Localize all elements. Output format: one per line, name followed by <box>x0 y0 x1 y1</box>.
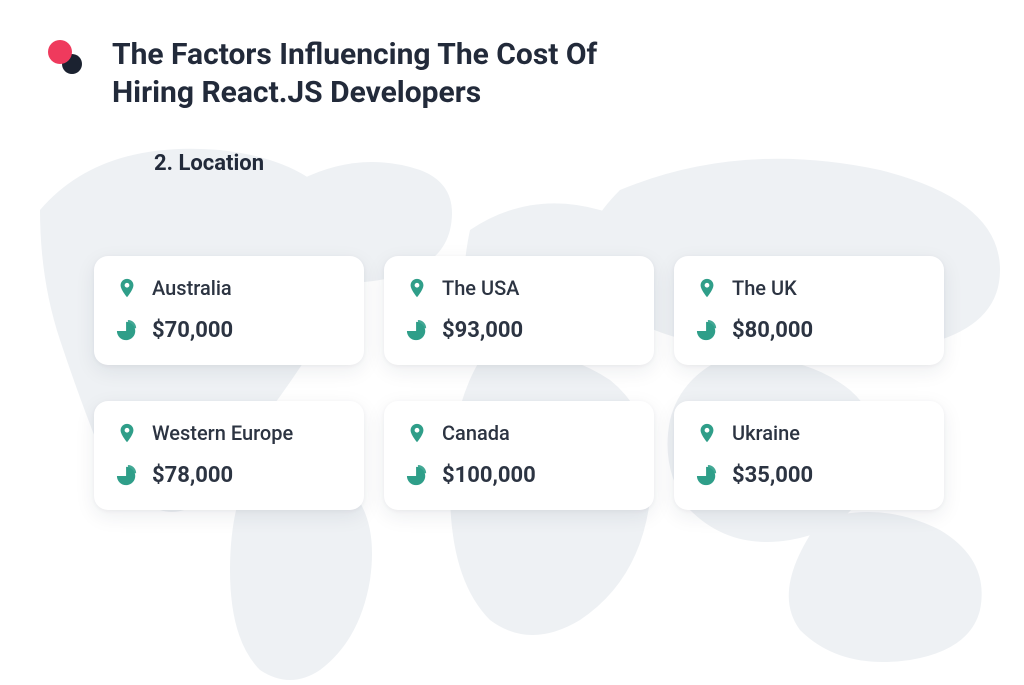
section-subtitle: 2. Location <box>154 151 970 176</box>
card-location-label: Australia <box>152 276 232 300</box>
logo-dot-front-icon <box>48 40 72 64</box>
logo-mark <box>48 40 82 74</box>
card-salary-value: $100,000 <box>442 463 536 488</box>
card-salary-row: $35,000 <box>696 463 922 488</box>
card-australia: Australia $70,000 <box>94 256 364 365</box>
card-salary-value: $70,000 <box>152 318 233 343</box>
pie-chart-icon <box>406 320 428 342</box>
card-salary-row: $93,000 <box>406 318 632 343</box>
page-title-line1: The Factors Influencing The Cost Of <box>112 37 597 72</box>
location-pin-icon <box>406 422 428 444</box>
pie-chart-icon <box>116 320 138 342</box>
location-pin-icon <box>116 422 138 444</box>
page-title-line2: Hiring React.JS Developers <box>112 75 481 110</box>
card-location-label: Canada <box>442 421 510 445</box>
card-usa: The USA $93,000 <box>384 256 654 365</box>
card-salary-row: $70,000 <box>116 318 342 343</box>
card-location-label: The USA <box>442 276 519 300</box>
card-location-label: Western Europe <box>152 421 293 445</box>
card-salary-value: $78,000 <box>152 463 233 488</box>
card-salary-value: $93,000 <box>442 318 523 343</box>
page-title: The Factors Influencing The Cost Of Hiri… <box>112 36 752 111</box>
card-location-row: Western Europe <box>116 421 342 445</box>
card-salary-row: $100,000 <box>406 463 632 488</box>
location-salary-grid: Australia $70,000 The USA $93,000 <box>94 256 970 510</box>
card-location-row: Ukraine <box>696 421 922 445</box>
pie-chart-icon <box>406 465 428 487</box>
card-location-row: The USA <box>406 276 632 300</box>
location-pin-icon <box>406 277 428 299</box>
card-salary-value: $35,000 <box>732 463 813 488</box>
card-canada: Canada $100,000 <box>384 401 654 510</box>
card-western-europe: Western Europe $78,000 <box>94 401 364 510</box>
card-salary-row: $80,000 <box>696 318 922 343</box>
card-ukraine: Ukraine $35,000 <box>674 401 944 510</box>
location-pin-icon <box>116 277 138 299</box>
pie-chart-icon <box>116 465 138 487</box>
card-location-row: The UK <box>696 276 922 300</box>
pie-chart-icon <box>696 465 718 487</box>
card-salary-row: $78,000 <box>116 463 342 488</box>
card-location-label: Ukraine <box>732 421 800 445</box>
card-salary-value: $80,000 <box>732 318 813 343</box>
card-location-row: Canada <box>406 421 632 445</box>
card-location-row: Australia <box>116 276 342 300</box>
card-location-label: The UK <box>732 276 797 300</box>
location-pin-icon <box>696 422 718 444</box>
pie-chart-icon <box>696 320 718 342</box>
card-uk: The UK $80,000 <box>674 256 944 365</box>
location-pin-icon <box>696 277 718 299</box>
